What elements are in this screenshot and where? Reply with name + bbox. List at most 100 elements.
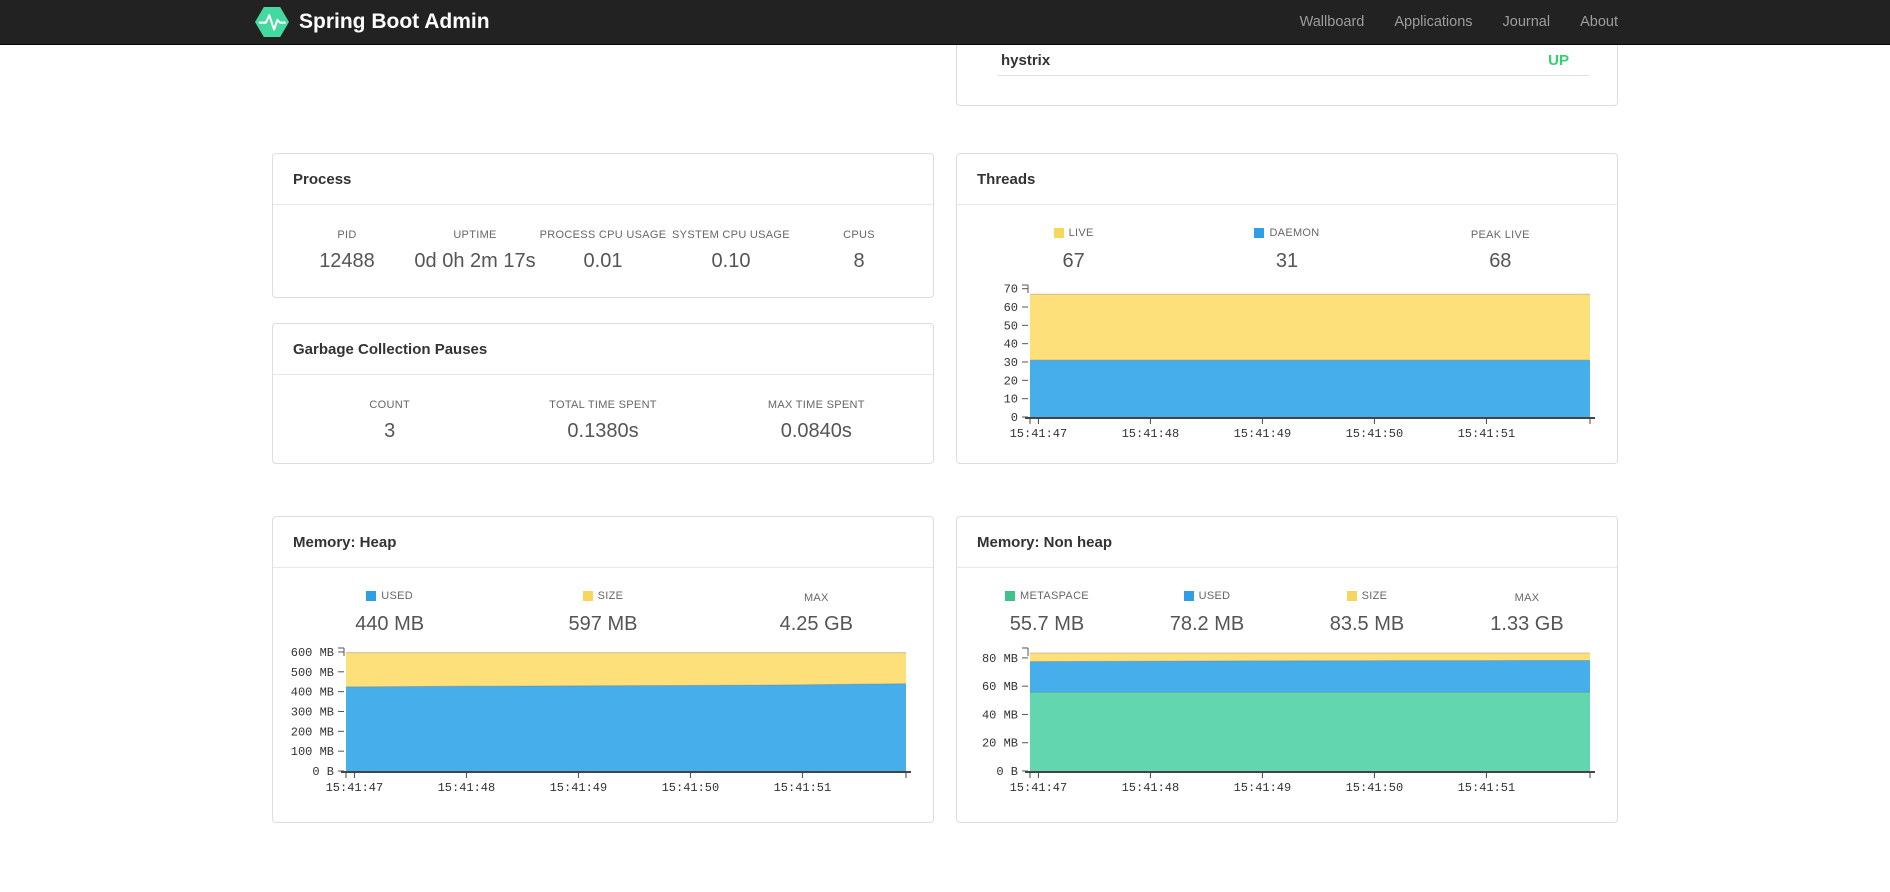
y-tick-label: 50 [1004, 319, 1018, 333]
stat-total-time-spent: TOTAL TIME SPENT 0.1380s [496, 395, 709, 443]
stat-live: LIVE 67 [967, 225, 1180, 273]
stat-used: USED 440 MB [283, 588, 496, 636]
area-edge [345, 683, 907, 688]
application-status-badge: UP [1548, 52, 1569, 69]
main-content: hystrix UP Process PID 12488 UPTIME 0d 0h 2… [272, 45, 1618, 823]
stat-label-text: TOTAL TIME SPENT [549, 399, 657, 411]
stat-used: USED 78.2 MB [1127, 588, 1287, 636]
stat-value-size: 597 MB [568, 613, 638, 635]
y-tick-label: 40 [1004, 338, 1018, 352]
x-tick-label: 15:41:50 [662, 781, 720, 795]
y-tick-label: 0 [1011, 411, 1018, 425]
stat-label-text: MAX [803, 592, 829, 604]
stat-label-cpus: CPUS [843, 229, 875, 242]
stat-value-cpus: 8 [853, 250, 865, 272]
stat-label-text: LIVE [1068, 226, 1094, 239]
stat-value-max: 4.25 GB [779, 613, 854, 635]
x-tick-label: 15:41:49 [550, 781, 608, 795]
nav-link-journal[interactable]: Journal [1502, 14, 1551, 30]
x-tick-label: 15:41:47 [1010, 427, 1068, 441]
stat-max: MAX 1.33 GB [1447, 588, 1607, 636]
application-name: hystrix [1001, 52, 1051, 69]
y-tick-label: 200 MB [291, 725, 334, 739]
x-tick-label: 15:41:50 [1346, 427, 1404, 441]
stat-value-max: 1.33 GB [1490, 613, 1564, 635]
legend-swatch-icon [582, 591, 593, 601]
navbar-links: Wallboard Applications Journal About [1300, 14, 1618, 30]
stat-size: SIZE 83.5 MB [1287, 588, 1447, 636]
nav-link-wallboard[interactable]: Wallboard [1299, 14, 1365, 30]
y-tick-label: 600 MB [291, 646, 334, 660]
stat-count: COUNT 3 [283, 395, 496, 443]
memory-heap-chart: 0 B 100 MB 200 MB 300 MB 400 MB 500 MB 600 MB 1… [291, 646, 911, 795]
stat-metaspace: METASPACE 55.7 MB [967, 588, 1127, 636]
application-status-card: hystrix UP [956, 45, 1618, 106]
stat-label-daemon: DAEMON [1254, 227, 1319, 240]
brand[interactable]: Spring Boot Admin [255, 5, 490, 39]
stat-pid: PID 12488 [283, 225, 411, 273]
gc-pauses-card: Garbage Collection Pauses COUNT 3 TOTAL TI… [272, 323, 934, 464]
y-tick-label: 500 MB [291, 666, 334, 680]
threads-stats: LIVE 67 DAEMON 31 PEAK LIVE 68 [957, 205, 1617, 273]
x-tick-label: 15:41:51 [774, 781, 832, 795]
stat-label-text: UPTIME [453, 229, 497, 241]
stat-daemon: DAEMON 31 [1180, 225, 1393, 273]
navbar: Spring Boot Admin Wallboard Applications J… [0, 0, 1890, 45]
memory-nonheap-card-title: Memory: Non heap [957, 517, 1617, 568]
x-tick-label: 15:41:51 [1458, 427, 1516, 441]
stat-value-peak-live: 68 [1489, 250, 1512, 272]
stat-value-process-cpu-usage: 0.01 [583, 250, 623, 272]
stat-label-text: MAX [1514, 592, 1540, 604]
stat-value-size: 83.5 MB [1329, 613, 1405, 635]
legend-swatch-icon [1053, 228, 1064, 238]
y-tick-label: 70 [1004, 283, 1018, 297]
application-row[interactable]: hystrix UP [957, 45, 1617, 75]
stat-value-metaspace: 55.7 MB [1009, 613, 1085, 635]
memory-nonheap-stats: METASPACE 55.7 MB USED 78.2 MB SIZE 83.5 MB MA… [957, 568, 1617, 636]
stat-label-text: USED [1198, 589, 1231, 602]
stat-label-pid: PID [337, 229, 356, 242]
stat-label-max: MAX [1515, 592, 1540, 605]
x-tick-label: 15:41:49 [1234, 781, 1292, 795]
x-tick-label: 15:41:51 [1458, 781, 1516, 795]
process-card-title: Process [273, 154, 933, 205]
stat-label-text: PROCESS CPU USAGE [539, 229, 667, 241]
memory-heap-card: Memory: Heap USED 440 MB SIZE 597 MB MAX 4.25… [272, 516, 934, 823]
stat-label-text: USED [381, 589, 414, 602]
stat-system-cpu-usage: SYSTEM CPU USAGE 0.10 [667, 225, 795, 273]
x-tick-label: 15:41:47 [326, 781, 384, 795]
threads-chart: 0 10 20 30 40 50 60 70 15:41:47 15:41:48 15:41:49 1… [1004, 283, 1595, 441]
area-daemon [1030, 360, 1590, 417]
x-tick-label: 15:41:47 [1010, 781, 1068, 795]
gc-card-title: Garbage Collection Pauses [273, 324, 933, 375]
stat-label-text: PID [337, 229, 357, 241]
stat-label-metaspace: METASPACE [1005, 590, 1089, 603]
brand-logo-icon [255, 5, 289, 39]
nav-link-applications[interactable]: Applications [1394, 14, 1473, 30]
stat-value-live: 67 [1062, 250, 1085, 272]
stat-label-text: METASPACE [1020, 589, 1089, 602]
stat-label-text: SIZE [597, 589, 624, 602]
y-tick-label: 0 B [996, 765, 1018, 779]
y-tick-label: 100 MB [291, 745, 334, 759]
x-tick-label: 15:41:50 [1346, 781, 1404, 795]
gc-stats: COUNT 3 TOTAL TIME SPENT 0.1380s MAX TIME SP… [273, 375, 933, 443]
stat-label-uptime: UPTIME [453, 229, 496, 242]
brand-title: Spring Boot Admin [299, 10, 490, 33]
threads-card-title: Threads [957, 154, 1617, 205]
stat-uptime: UPTIME 0d 0h 2m 17s [411, 225, 539, 273]
y-tick-label: 0 B [312, 765, 334, 779]
area-metaspace [1030, 692, 1590, 771]
y-tick-label: 80 MB [982, 652, 1018, 666]
stat-max: MAX 4.25 GB [710, 588, 923, 636]
nav-link-about[interactable]: About [1580, 14, 1618, 30]
x-tick-label: 15:41:48 [1122, 427, 1180, 441]
memory-heap-card-title: Memory: Heap [273, 517, 933, 568]
stat-size: SIZE 597 MB [496, 588, 709, 636]
stat-label-max: MAX [804, 592, 829, 605]
legend-swatch-icon [1005, 591, 1016, 601]
stat-label-text: CPUS [843, 229, 875, 241]
stat-value-daemon: 31 [1275, 250, 1299, 272]
memory-nonheap-card: Memory: Non heap METASPACE 55.7 MB USED 78.… [956, 516, 1618, 823]
legend-swatch-icon [1254, 228, 1265, 238]
